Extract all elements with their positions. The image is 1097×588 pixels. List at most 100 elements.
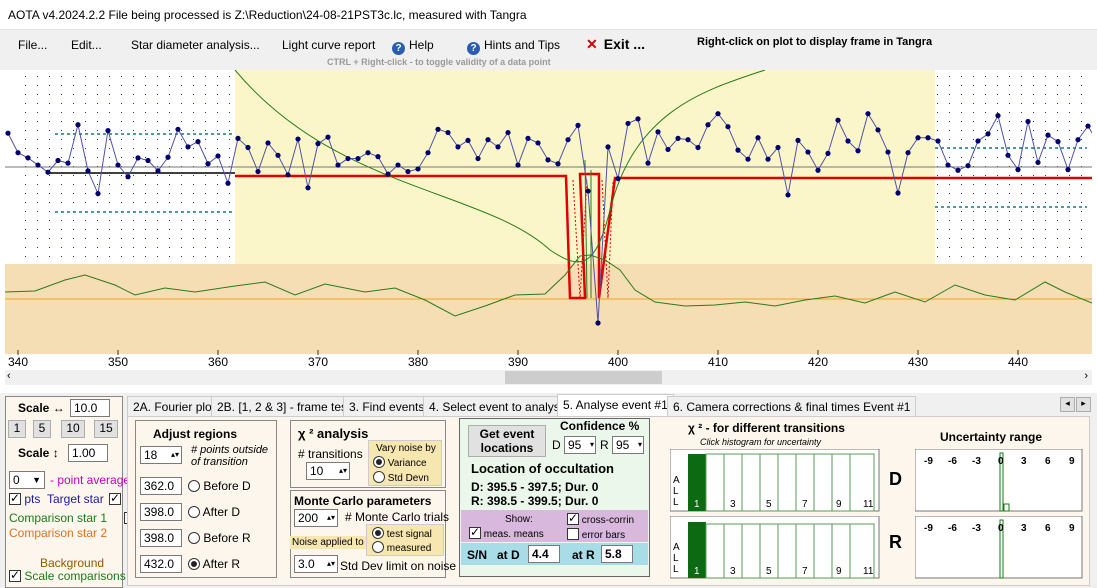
error-bars-row[interactable]: error bars — [567, 528, 625, 541]
data-point[interactable] — [535, 140, 541, 146]
plot-scrollbar[interactable]: ‹ › — [5, 370, 1092, 385]
data-point[interactable] — [315, 141, 321, 147]
data-point[interactable] — [55, 157, 61, 164]
data-point[interactable] — [995, 113, 1001, 119]
std-limit-input[interactable]: 3.0 ▴▾ — [294, 555, 338, 573]
data-point[interactable] — [755, 135, 761, 141]
data-point[interactable] — [35, 162, 41, 168]
menu-edit[interactable]: Edit... — [71, 38, 102, 52]
data-point[interactable] — [205, 161, 211, 167]
points-outside-input[interactable]: 18 ▴▾ — [140, 446, 182, 464]
data-point[interactable] — [375, 154, 381, 160]
pts-checkbox-row[interactable]: pts — [9, 491, 40, 506]
data-point[interactable] — [1025, 118, 1031, 125]
confidence-r-select[interactable]: 95 ▾ — [612, 436, 644, 454]
data-point[interactable] — [5, 130, 11, 136]
scrollbar-thumb[interactable] — [505, 371, 662, 384]
tab-scroll-left-icon[interactable]: ◂ — [1060, 397, 1075, 412]
chi-hist-r[interactable]: A L L 1 3 5 7 9 11 — [670, 516, 880, 579]
data-point[interactable] — [175, 126, 181, 132]
data-point[interactable] — [885, 149, 891, 155]
data-point[interactable] — [585, 188, 591, 194]
target-star-checkbox[interactable] — [109, 491, 121, 505]
data-point[interactable] — [915, 135, 921, 141]
variance-radio[interactable] — [373, 456, 385, 468]
stddevn-radio[interactable] — [373, 471, 385, 483]
data-point[interactable] — [625, 120, 631, 127]
data-point[interactable] — [85, 168, 91, 174]
data-point[interactable] — [685, 137, 691, 143]
data-point[interactable] — [1065, 167, 1071, 173]
data-point[interactable] — [285, 172, 291, 178]
data-point[interactable] — [785, 192, 791, 198]
before-d-radio[interactable] — [188, 480, 200, 492]
data-point[interactable] — [745, 156, 751, 162]
scale-comp-row[interactable]: Scale comparisons — [9, 568, 126, 583]
data-point[interactable] — [475, 155, 481, 162]
data-point[interactable] — [15, 150, 21, 156]
light-curve-plot[interactable]: 340 350 360 370 380 390 400 410 420 430 440 — [5, 70, 1092, 370]
tab-analyse-event[interactable]: 5. Analyse event #1 — [557, 394, 674, 416]
after-r-radio[interactable] — [188, 558, 200, 570]
menu-star-diameter[interactable]: Star diameter analysis... — [131, 38, 260, 52]
data-point[interactable] — [1005, 152, 1011, 158]
data-point[interactable] — [225, 180, 231, 186]
menu-hints[interactable]: ? Hints and Tips — [467, 38, 560, 55]
menu-exit[interactable]: ✕ Exit ... — [586, 36, 645, 53]
stddevn-radio-row[interactable]: Std Devn — [373, 471, 429, 484]
data-point[interactable] — [65, 160, 71, 166]
scale-comp-checkbox[interactable] — [9, 568, 21, 582]
trials-input[interactable]: 200 ▴▾ — [294, 509, 338, 527]
data-point[interactable] — [695, 144, 701, 151]
data-point[interactable] — [125, 174, 131, 180]
data-point[interactable] — [25, 155, 31, 161]
data-point[interactable] — [815, 167, 821, 173]
chi-hist-d[interactable]: A L L 1 3 5 7 9 11 — [670, 449, 880, 512]
data-point[interactable] — [795, 137, 801, 143]
scroll-left-icon[interactable]: ‹ — [7, 370, 11, 382]
data-point[interactable] — [345, 155, 351, 162]
data-point[interactable] — [1035, 159, 1041, 166]
data-point[interactable] — [275, 152, 281, 158]
tab-select-event[interactable]: 4. Select event to analyse — [423, 396, 573, 416]
scale-h-input[interactable]: 10.0 — [70, 399, 110, 417]
data-point[interactable] — [235, 135, 241, 141]
data-point[interactable] — [415, 166, 421, 172]
data-point[interactable] — [295, 136, 301, 142]
data-point[interactable] — [985, 131, 991, 137]
data-point[interactable] — [805, 149, 811, 155]
data-point[interactable] — [705, 122, 711, 128]
data-point[interactable] — [215, 153, 221, 159]
data-point[interactable] — [855, 148, 861, 154]
data-point[interactable] — [305, 185, 311, 191]
data-point[interactable] — [185, 144, 191, 150]
data-point[interactable] — [725, 124, 731, 130]
confidence-d-select[interactable]: 95 ▾ — [564, 436, 596, 454]
data-point[interactable] — [515, 162, 521, 168]
test-signal-radio[interactable] — [372, 527, 384, 539]
data-point[interactable] — [675, 135, 681, 141]
data-point[interactable] — [905, 150, 911, 156]
tab-find-events[interactable]: 3. Find events — [343, 396, 431, 416]
data-point[interactable] — [445, 129, 451, 136]
data-point[interactable] — [95, 191, 101, 197]
data-point[interactable] — [895, 190, 901, 196]
data-point[interactable] — [735, 147, 741, 153]
data-point[interactable] — [75, 122, 81, 128]
after-d-input[interactable]: 398.0 — [140, 503, 182, 521]
data-point[interactable] — [635, 116, 641, 122]
data-point[interactable] — [935, 138, 941, 144]
data-point[interactable] — [325, 134, 331, 140]
data-point[interactable] — [105, 128, 111, 134]
tab-scroll-right-icon[interactable]: ▸ — [1076, 397, 1091, 412]
data-point[interactable] — [945, 162, 951, 168]
cross-corrin-checkbox[interactable] — [567, 511, 579, 525]
tab-frame-test[interactable]: 2B. [1, 2 & 3] - frame test — [211, 396, 357, 416]
point-average-select[interactable]: 0 ▼ — [9, 471, 45, 489]
data-point[interactable] — [655, 129, 661, 135]
meas-means-checkbox[interactable] — [469, 525, 481, 539]
data-point[interactable] — [1045, 132, 1051, 138]
data-point[interactable] — [365, 150, 371, 156]
meas-means-row[interactable]: meas. means — [469, 525, 544, 540]
error-bars-checkbox[interactable] — [567, 528, 579, 540]
